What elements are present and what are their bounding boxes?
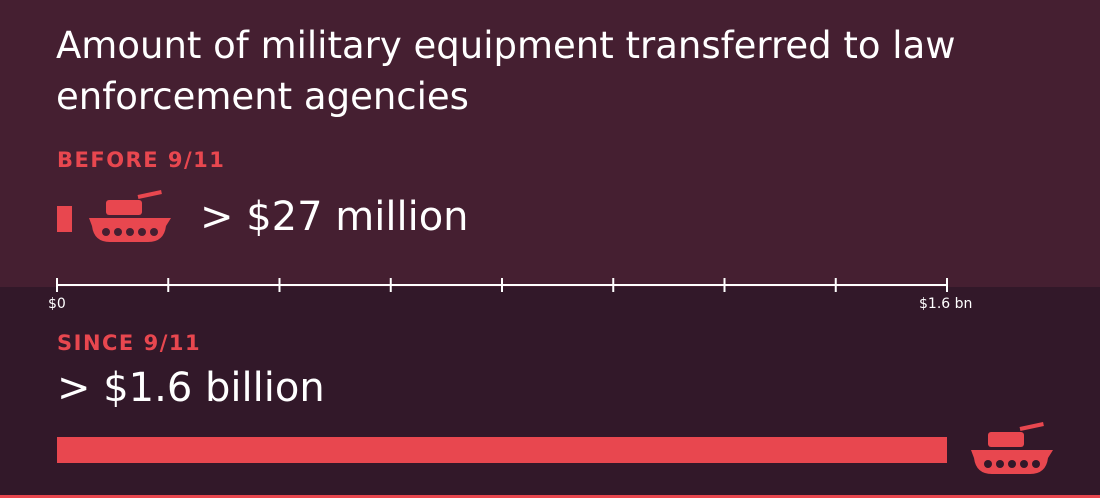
before-value: > $27 million (200, 194, 469, 240)
axis-max-label: $1.6 bn (919, 296, 973, 312)
axis-min-label: $0 (48, 296, 66, 312)
bar-since-9-11 (57, 437, 947, 463)
before-section-background (0, 0, 1100, 287)
before-label: BEFORE 9/11 (57, 148, 226, 172)
tank-icon (89, 190, 171, 242)
since-value: > $1.6 billion (57, 365, 325, 411)
tank-icon (971, 422, 1053, 474)
x-axis (56, 278, 948, 292)
bar-before-9-11 (57, 206, 73, 232)
bottom-accent-line (0, 495, 1100, 498)
since-label: SINCE 9/11 (57, 331, 202, 355)
chart-title: Amount of military equipment transferred… (56, 24, 956, 118)
